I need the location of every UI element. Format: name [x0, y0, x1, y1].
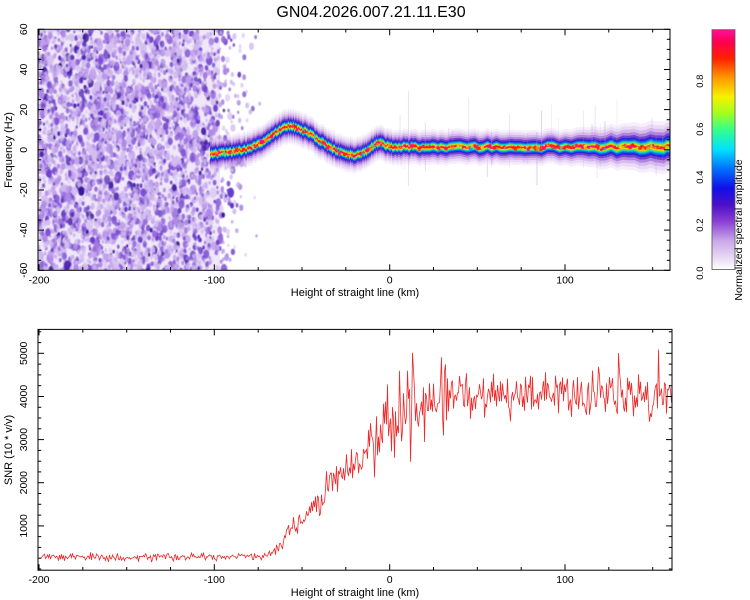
- svg-text:4000: 4000: [18, 385, 30, 409]
- svg-text:Frequency (Hz): Frequency (Hz): [3, 112, 15, 188]
- svg-text:0.6: 0.6: [695, 123, 706, 136]
- svg-text:1000: 1000: [18, 514, 30, 538]
- svg-text:Normalized spectral amplitude: Normalized spectral amplitude: [733, 159, 745, 300]
- svg-text:GN04.2026.007.21.11.E30: GN04.2026.007.21.11.E30: [276, 4, 465, 21]
- svg-text:60: 60: [18, 23, 30, 35]
- svg-text:SNR (10 * v/v): SNR (10 * v/v): [3, 415, 15, 485]
- svg-text:0.2: 0.2: [695, 218, 706, 231]
- svg-text:0.8: 0.8: [695, 75, 706, 88]
- svg-text:Height of straight line (km): Height of straight line (km): [291, 587, 419, 599]
- svg-text:0: 0: [387, 274, 393, 286]
- svg-text:0.0: 0.0: [695, 266, 706, 279]
- svg-text:-200: -200: [28, 574, 49, 586]
- svg-text:100: 100: [556, 574, 574, 586]
- svg-text:Height of straight line (km): Height of straight line (km): [291, 287, 419, 299]
- svg-text:5000: 5000: [18, 341, 30, 365]
- svg-text:20: 20: [18, 104, 30, 116]
- svg-text:0.4: 0.4: [695, 170, 706, 183]
- svg-text:100: 100: [556, 274, 574, 286]
- svg-text:0: 0: [387, 574, 393, 586]
- svg-text:-60: -60: [18, 263, 30, 278]
- svg-text:-200: -200: [28, 274, 49, 286]
- svg-text:2000: 2000: [18, 471, 30, 495]
- svg-text:-100: -100: [204, 574, 225, 586]
- svg-text:-20: -20: [18, 182, 30, 197]
- svg-text:-40: -40: [18, 222, 30, 237]
- svg-text:0: 0: [18, 147, 30, 153]
- svg-text:3000: 3000: [18, 428, 30, 452]
- svg-text:40: 40: [18, 64, 30, 76]
- svg-text:-100: -100: [204, 274, 225, 286]
